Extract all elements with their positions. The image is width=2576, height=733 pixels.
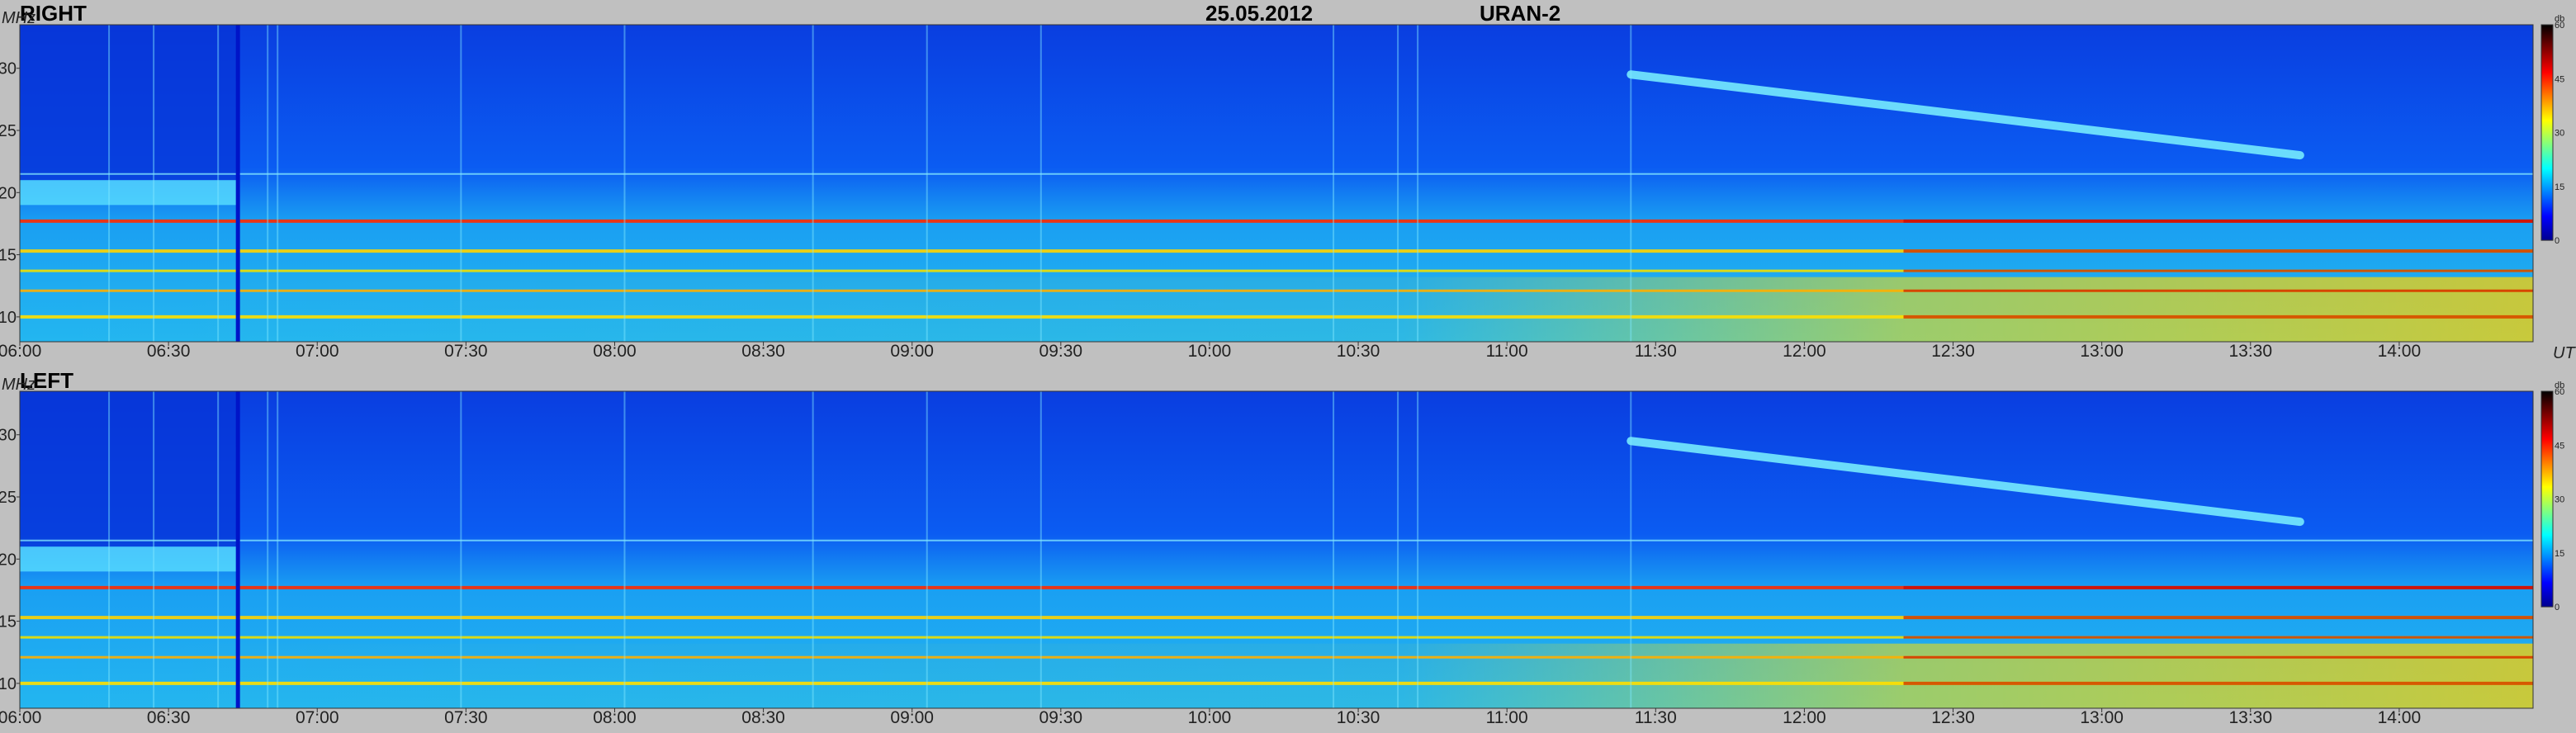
x-tick-label: 09:30	[1039, 708, 1083, 727]
x-tick-label: 12:30	[1931, 342, 1975, 361]
y-tick-label: 30	[0, 60, 17, 78]
y-tick-label: 20	[0, 551, 17, 569]
colorbar-tick-label: 0	[2555, 236, 2559, 246]
colorbar-unit: db	[2555, 14, 2564, 24]
x-tick-label: 07:30	[444, 708, 488, 727]
y-tick-label: 20	[0, 184, 17, 202]
panel-label: LEFT	[20, 368, 73, 393]
colorbar-tick-label: 30	[2555, 129, 2564, 139]
x-tick-label: 14:00	[2378, 342, 2422, 361]
y-tick-label: 30	[0, 427, 17, 445]
early-dark-region	[20, 391, 239, 547]
x-tick-label: 11:30	[1635, 708, 1677, 727]
colorbar-tick-label: 45	[2555, 441, 2564, 451]
low-frequency-intensity	[20, 277, 2533, 342]
x-tick-label: 11:00	[1486, 342, 1528, 361]
x-tick-label: 07:30	[444, 342, 488, 361]
x-tick-labels: 06:00 06:30 07:00 07:30 08:00 08:30 09:00 09:30…	[0, 708, 2421, 727]
plot-frame	[19, 24, 2534, 343]
x-tick-label: 08:00	[593, 708, 637, 727]
y-tick-label: 15	[0, 247, 17, 265]
colorbar-unit: db	[2555, 381, 2564, 390]
colorbar-tick-label: 60	[2555, 387, 2564, 397]
low-frequency-intensity	[20, 643, 2533, 708]
plot-frame	[19, 390, 2534, 709]
drifting-emission	[1627, 70, 2304, 160]
y-tick-label: 25	[0, 489, 17, 507]
panel-left: LEFT MHz 10 15 20 25 30 06:00 06:30 07:00 07:30…	[0, 368, 2564, 727]
x-tick-label: 08:30	[741, 708, 785, 727]
x-tick-label: 09:30	[1039, 342, 1083, 361]
colorbar-tick-label: 15	[2555, 549, 2564, 559]
chart-date: 25.05.2012	[1205, 1, 1313, 26]
y-tick-labels: 10 15 20 25 30	[0, 60, 20, 327]
x-tick-label: 08:00	[593, 342, 637, 361]
colorbar-tick-label: 45	[2555, 74, 2564, 84]
x-tick-label: 10:30	[1337, 708, 1380, 727]
colorbar-scale	[2540, 24, 2554, 241]
x-tick-label: 12:00	[1783, 342, 1826, 361]
spectrogram-plot	[19, 390, 2534, 709]
x-tick-label: 09:00	[890, 708, 934, 727]
spectrogram-plot	[19, 24, 2534, 343]
early-bright-band	[20, 180, 239, 206]
y-tick-labels: 10 15 20 25 30	[0, 427, 20, 693]
x-tick-label: 12:00	[1783, 708, 1826, 727]
instrument-name: URAN-2	[1480, 1, 1560, 26]
x-tick-label: 12:30	[1931, 708, 1975, 727]
colorbar-tick-label: 0	[2555, 603, 2559, 612]
x-tick-label: 07:00	[296, 708, 339, 727]
x-tick-label: 06:00	[0, 342, 41, 361]
y-tick-label: 25	[0, 122, 17, 140]
y-axis-unit: MHz	[2, 9, 36, 27]
early-bright-band	[20, 546, 239, 572]
x-tick-label: 10:00	[1188, 708, 1232, 727]
colorbar: db 0 15 30 45 60	[2540, 14, 2564, 246]
x-tick-label: 09:00	[890, 342, 934, 361]
x-tick-label: 10:00	[1188, 342, 1232, 361]
x-tick-label: 08:30	[741, 342, 785, 361]
x-tick-label: 13:30	[2228, 342, 2272, 361]
colorbar-scale	[2540, 390, 2554, 608]
x-tick-label: 06:00	[0, 708, 41, 727]
y-tick-label: 15	[0, 613, 17, 631]
x-tick-labels: 06:00 06:30 07:00 07:30 08:00 08:30 09:00 09:30…	[0, 342, 2421, 361]
colorbar-tick-label: 15	[2555, 182, 2564, 192]
colorbar: db 0 15 30 45 60	[2540, 381, 2564, 612]
drifting-emission	[1627, 437, 2304, 527]
x-tick-label: 11:30	[1635, 342, 1677, 361]
colorbar-tick-label: 60	[2555, 21, 2564, 31]
x-tick-label: 11:00	[1486, 708, 1528, 727]
y-tick-label: 10	[0, 309, 17, 327]
x-tick-label: 06:30	[147, 342, 191, 361]
x-axis-unit: UT	[2553, 344, 2576, 362]
x-tick-label: 07:00	[296, 342, 339, 361]
x-tick-label: 10:30	[1337, 342, 1380, 361]
y-tick-label: 10	[0, 675, 17, 693]
early-dark-region	[20, 25, 239, 181]
y-axis-unit: MHz	[2, 376, 36, 394]
x-tick-label: 06:30	[147, 708, 191, 727]
x-tick-label: 14:00	[2378, 708, 2422, 727]
x-tick-label: 13:00	[2080, 342, 2124, 361]
x-tick-label: 13:30	[2228, 708, 2272, 727]
panel-label: RIGHT	[20, 1, 87, 26]
colorbar-tick-label: 30	[2555, 495, 2564, 505]
x-tick-label: 13:00	[2080, 708, 2124, 727]
